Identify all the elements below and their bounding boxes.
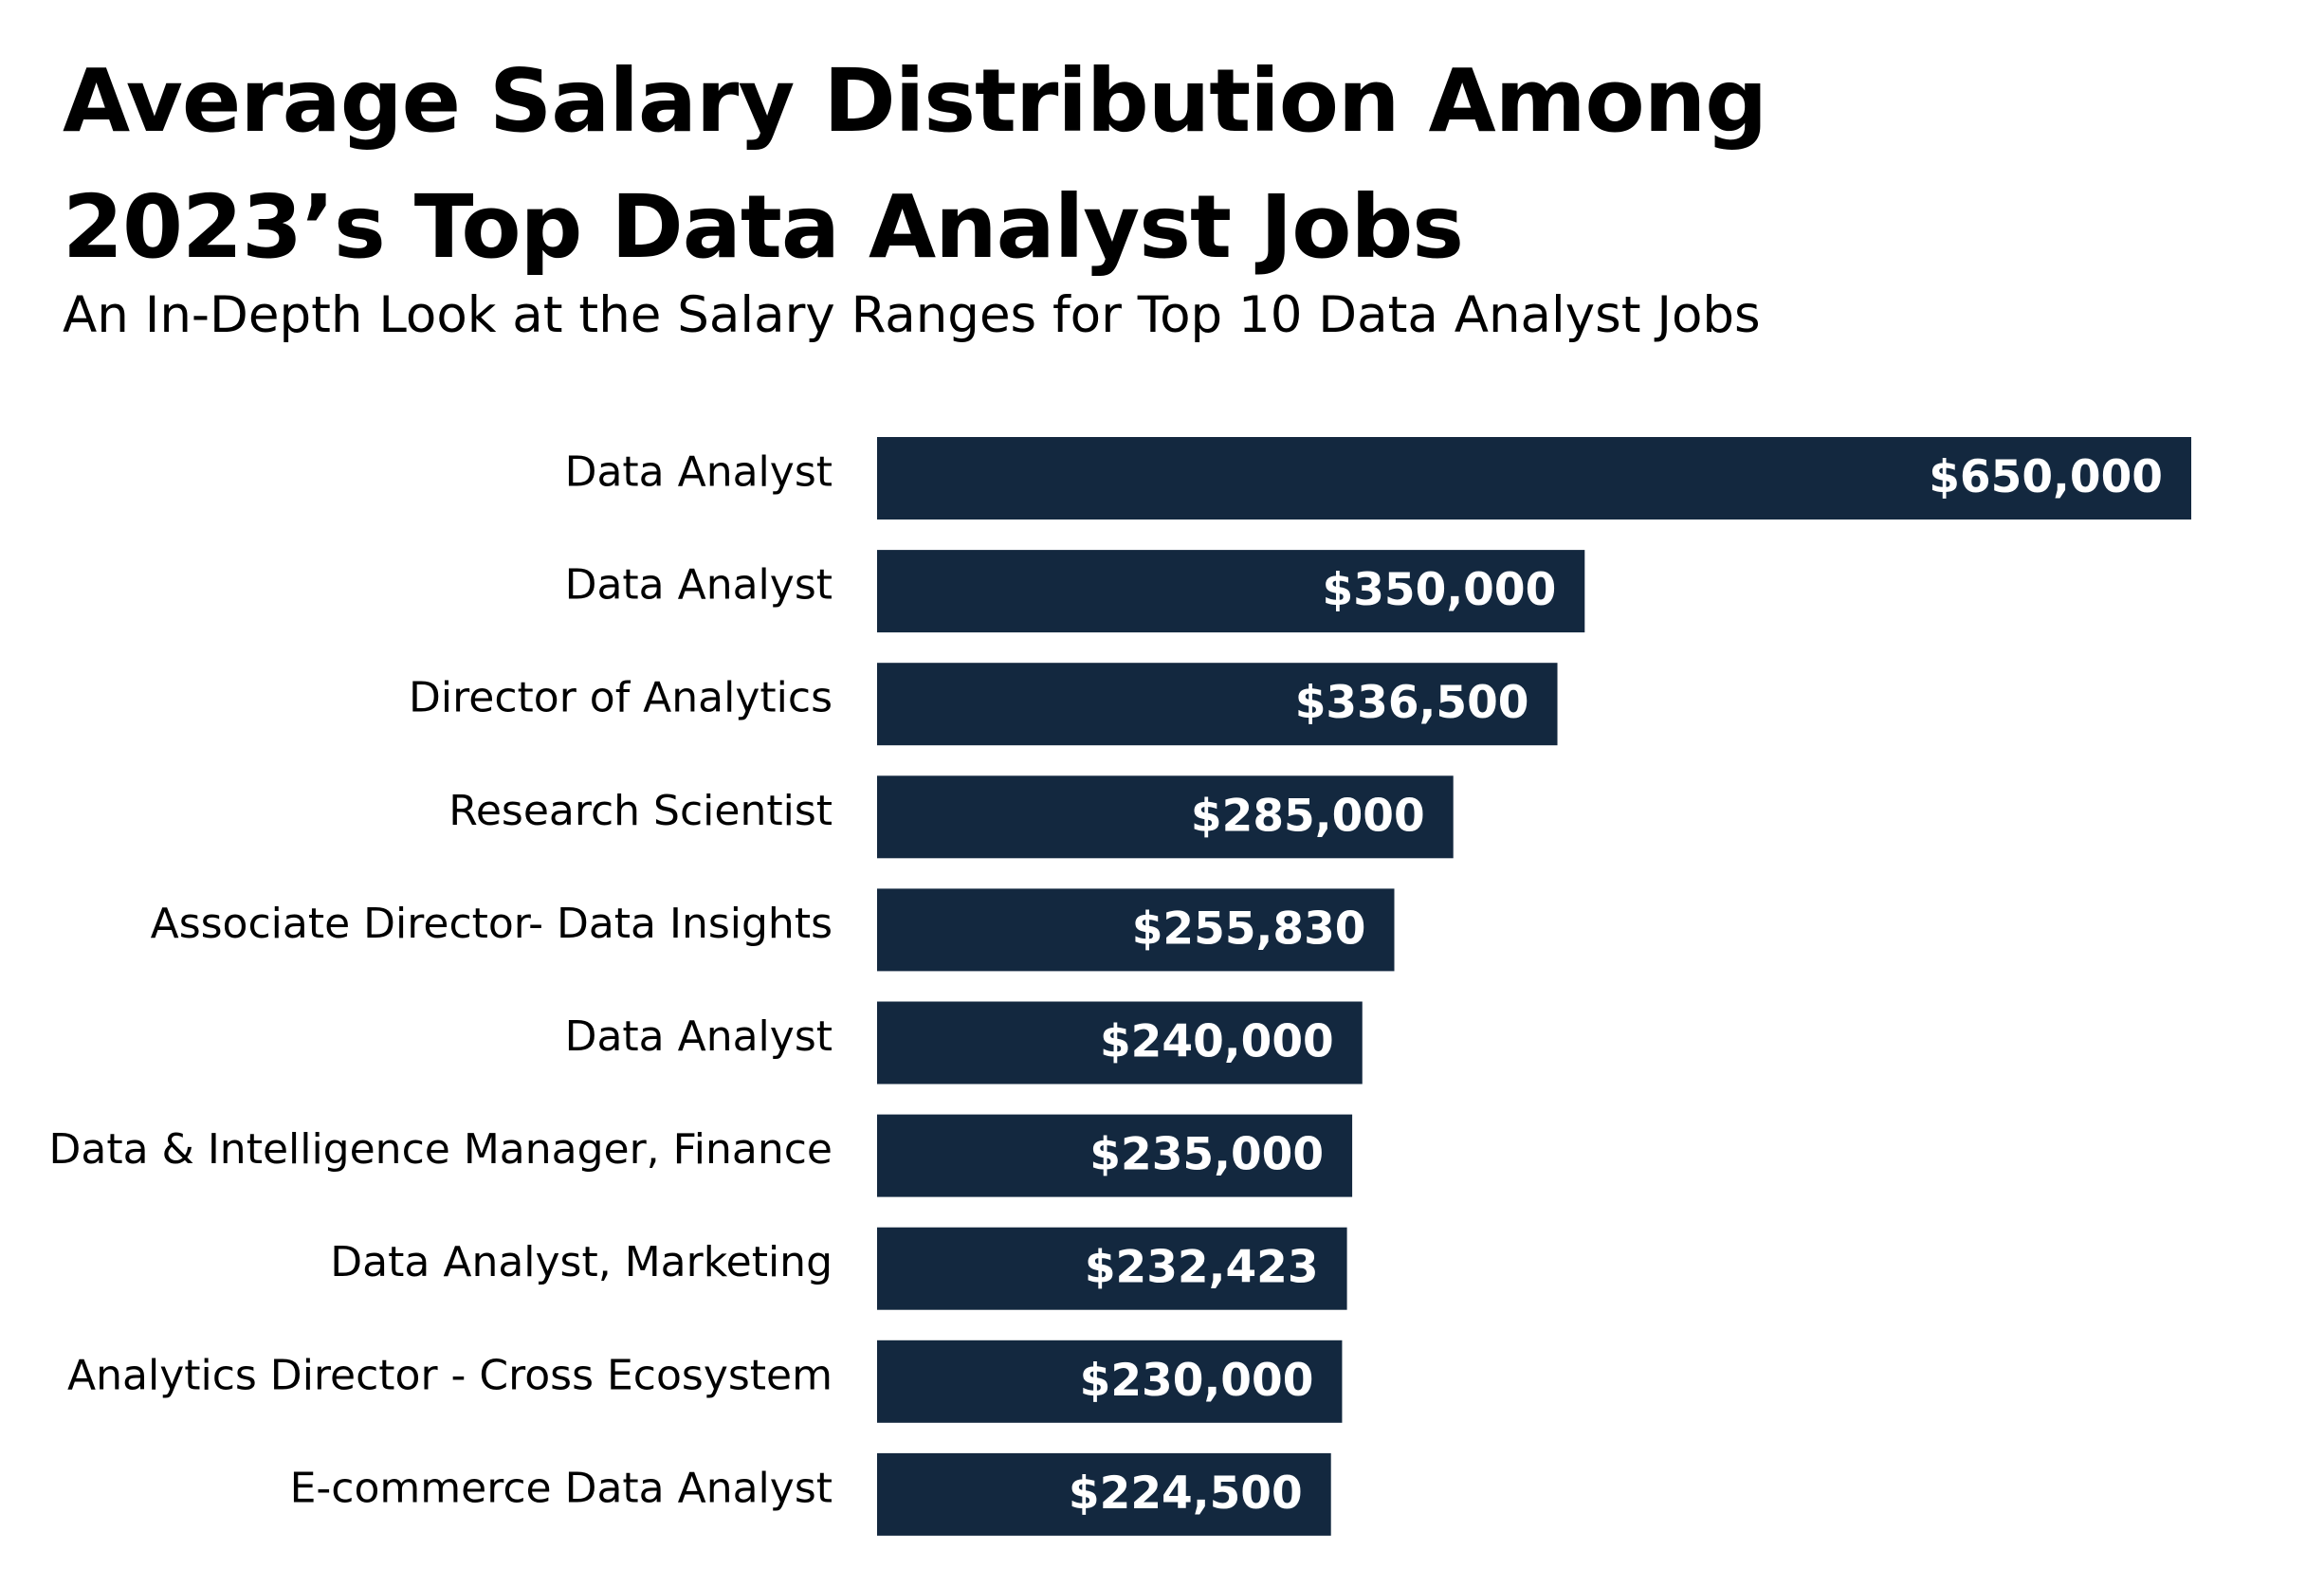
value-label-1: $650,000 [1929,451,2163,503]
bar-8 [877,1227,1347,1310]
value-label-3: $336,500 [1295,677,1529,729]
category-label-6: Data Analyst [565,1012,833,1061]
bar-7 [877,1114,1353,1197]
category-label-1: Data Analyst [565,448,833,497]
bar-9 [877,1340,1343,1423]
bar-2 [877,550,1585,633]
category-label-5: Associate Director- Data Insights [151,900,833,948]
bar-6 [877,1001,1363,1085]
category-label-7: Data & Intelligence Manager, Finance [48,1125,833,1174]
value-label-6: $240,000 [1100,1016,1334,1068]
bar-10 [877,1452,1331,1536]
bar-1 [877,437,2191,520]
category-label-9: Analytics Director - Cross Ecosystem [67,1351,833,1399]
chart-subtitle: An In-Depth Look at the Salary Ranges fo… [63,286,1761,344]
category-label-3: Director of Analytics [409,674,833,722]
value-label-8: $232,423 [1085,1242,1319,1294]
value-label-7: $235,000 [1089,1129,1324,1181]
bar-5 [877,888,1395,972]
value-label-10: $224,500 [1069,1468,1303,1520]
bars-layer: Data Analyst $650,000 Data Analyst $350,000… [48,437,2191,1536]
value-label-2: $350,000 [1323,564,1557,616]
bar-3 [877,663,1558,746]
chart-title: Average Salary Distribution Among 2023’s… [63,50,1767,278]
category-label-2: Data Analyst [565,561,833,610]
bar-4 [877,775,1454,859]
category-label-8: Data Analyst, Marketing [330,1238,833,1286]
value-label-9: $230,000 [1080,1355,1314,1407]
value-label-5: $255,830 [1132,902,1366,955]
value-label-4: $285,000 [1191,790,1425,842]
category-label-10: E-commerce Data Analyst [290,1464,833,1512]
category-label-4: Research Scientist [448,787,833,835]
